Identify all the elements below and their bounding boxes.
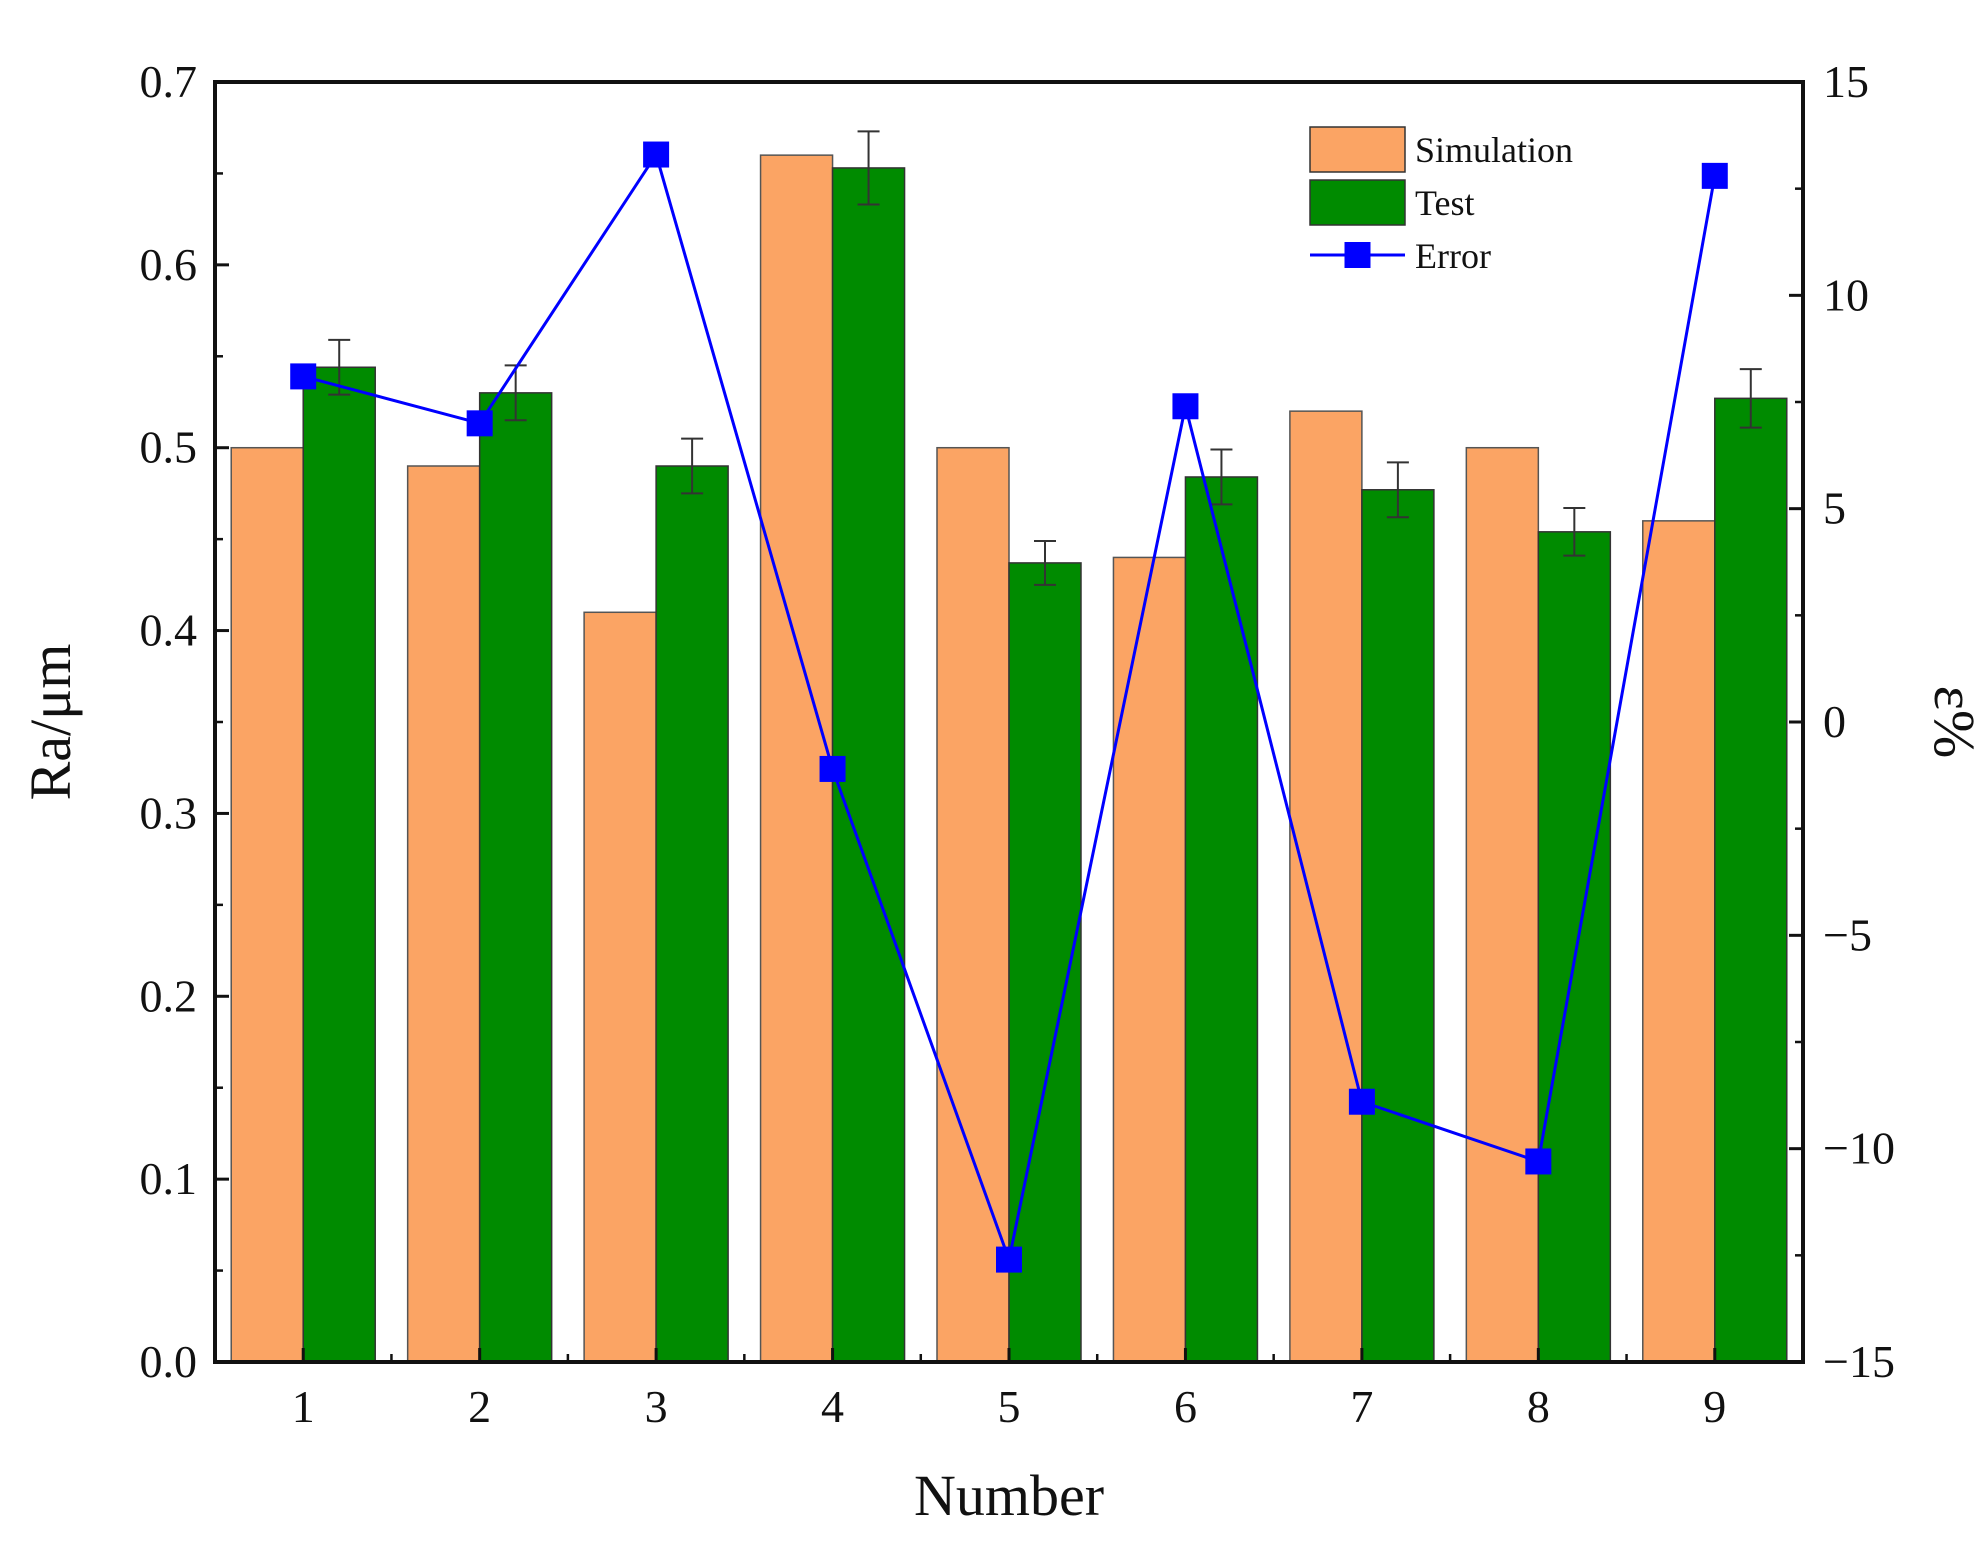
error-point-2 [466, 410, 493, 437]
y2-tick-label: 5 [1823, 483, 1846, 534]
error-point-6 [1172, 393, 1199, 420]
legend-swatch-simulation [1309, 126, 1406, 173]
bar-simulation-1 [230, 446, 304, 1363]
bar-test-3 [655, 465, 729, 1363]
error-point-4 [819, 755, 846, 782]
y-axis-title: Ra/μm [18, 644, 83, 801]
bars-layer [230, 154, 1788, 1363]
bar-simulation-8 [1465, 446, 1540, 1363]
error-point-9 [1701, 162, 1728, 189]
x-tick-label: 1 [292, 1381, 315, 1432]
bar-test-1 [302, 366, 376, 1363]
y-tick-label: 0.6 [140, 239, 198, 290]
x-axis-title: Number [914, 1463, 1104, 1528]
error-line-layer [290, 141, 1728, 1273]
legend-marker-error [1344, 242, 1371, 268]
y2-tick-label: −5 [1823, 909, 1872, 960]
x-tick-label: 6 [1174, 1381, 1197, 1432]
y-tick-label: 0.4 [140, 605, 198, 656]
bar-test-6 [1184, 476, 1259, 1363]
x-tick-label: 9 [1703, 1381, 1726, 1432]
y-tick-label: 0.2 [140, 970, 198, 1021]
bar-simulation-2 [406, 465, 481, 1363]
legend-label-test: Test [1415, 183, 1474, 223]
bar-simulation-9 [1642, 520, 1716, 1363]
tick-labels-layer: 0.0 0.1 0.2 0.3 0.4 0.5 0.6 0.7 −15 −10 −5 0 5 10 15 1 2… [140, 56, 1895, 1432]
bar-test-7 [1361, 489, 1435, 1363]
legend-label-error: Error [1415, 236, 1491, 276]
x-tick-label: 2 [468, 1381, 491, 1432]
bar-simulation-7 [1289, 410, 1363, 1363]
x-tick-label: 5 [998, 1381, 1021, 1432]
y2-tick-label: 15 [1823, 56, 1869, 107]
x-tick-label: 3 [645, 1381, 668, 1432]
error-point-3 [643, 141, 670, 168]
y2-tick-label: 0 [1823, 696, 1846, 747]
error-point-8 [1525, 1148, 1552, 1175]
y-tick-label: 0.1 [140, 1153, 198, 1204]
legend: Simulation Test Error [1309, 126, 1573, 276]
legend-label-simulation: Simulation [1415, 130, 1573, 170]
y-tick-label: 0.7 [140, 56, 198, 107]
y2-tick-label: −15 [1823, 1336, 1895, 1387]
bar-simulation-3 [583, 611, 657, 1363]
x-tick-label: 4 [821, 1381, 844, 1432]
y2-tick-label: 10 [1823, 269, 1869, 320]
bar-simulation-5 [936, 446, 1010, 1363]
y-tick-label: 0.0 [140, 1336, 198, 1387]
error-point-7 [1348, 1088, 1375, 1115]
y2-axis-title: ε% [1922, 686, 1977, 759]
ticks-layer [213, 80, 1805, 1364]
y2-tick-label: −10 [1823, 1123, 1895, 1174]
error-point-5 [996, 1246, 1022, 1273]
error-point-1 [290, 363, 317, 390]
legend-swatch-test [1309, 179, 1406, 226]
bar-test-9 [1714, 397, 1788, 1363]
y-tick-label: 0.3 [140, 787, 198, 838]
x-tick-label: 8 [1527, 1381, 1550, 1432]
x-tick-label: 7 [1350, 1381, 1373, 1432]
bar-test-8 [1537, 531, 1612, 1363]
bar-simulation-6 [1112, 556, 1187, 1363]
bar-test-2 [478, 392, 553, 1363]
y-tick-label: 0.5 [140, 422, 198, 473]
